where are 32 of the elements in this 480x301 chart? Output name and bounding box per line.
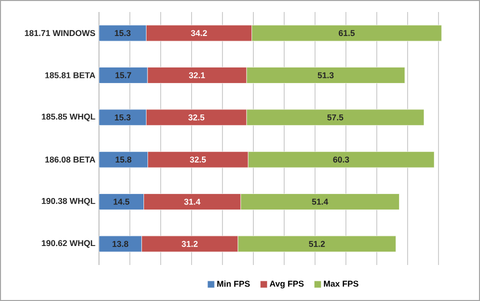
- data-label: 14.5: [114, 198, 130, 205]
- bar: [98, 194, 144, 210]
- data-label: 15.3: [114, 30, 131, 36]
- y-tick-label: 185.85 WHQL: [42, 114, 96, 122]
- data-label: 31.4: [184, 198, 200, 205]
- y-tick-label: 186.08 BETA: [45, 156, 96, 163]
- y-tick-label: 190.62 WHQL: [42, 240, 96, 248]
- data-label: 15.7: [116, 72, 132, 78]
- legend-label: Max FPS: [324, 280, 358, 287]
- data-label: 31.2: [182, 240, 198, 247]
- legend-label: Min FPS: [217, 280, 250, 287]
- y-tick-label: 190.38 WHQL: [42, 198, 96, 206]
- data-label: 51.2: [308, 240, 325, 247]
- bar: [98, 67, 148, 84]
- data-label: 32.1: [188, 72, 205, 78]
- bar: [98, 24, 146, 42]
- data-label: 32.5: [190, 156, 206, 163]
- data-label: 13.8: [112, 240, 128, 247]
- y-tick-label: 181.71 WINDOWS: [24, 30, 96, 36]
- data-label: 61.5: [338, 30, 355, 36]
- data-label: 60.3: [333, 156, 350, 163]
- data-label: 15.8: [116, 156, 132, 163]
- y-tick-label: 185.81 BETA: [45, 72, 96, 78]
- data-label: 57.5: [327, 114, 344, 120]
- data-label: 51.4: [312, 198, 328, 205]
- data-label: 51.3: [318, 72, 334, 78]
- data-label: 15.3: [114, 114, 131, 120]
- data-label: 34.2: [190, 30, 207, 36]
- data-label: 32.5: [188, 114, 204, 120]
- legend-label: Avg FPS: [270, 280, 304, 288]
- bar: [98, 151, 148, 168]
- bar: [98, 236, 142, 252]
